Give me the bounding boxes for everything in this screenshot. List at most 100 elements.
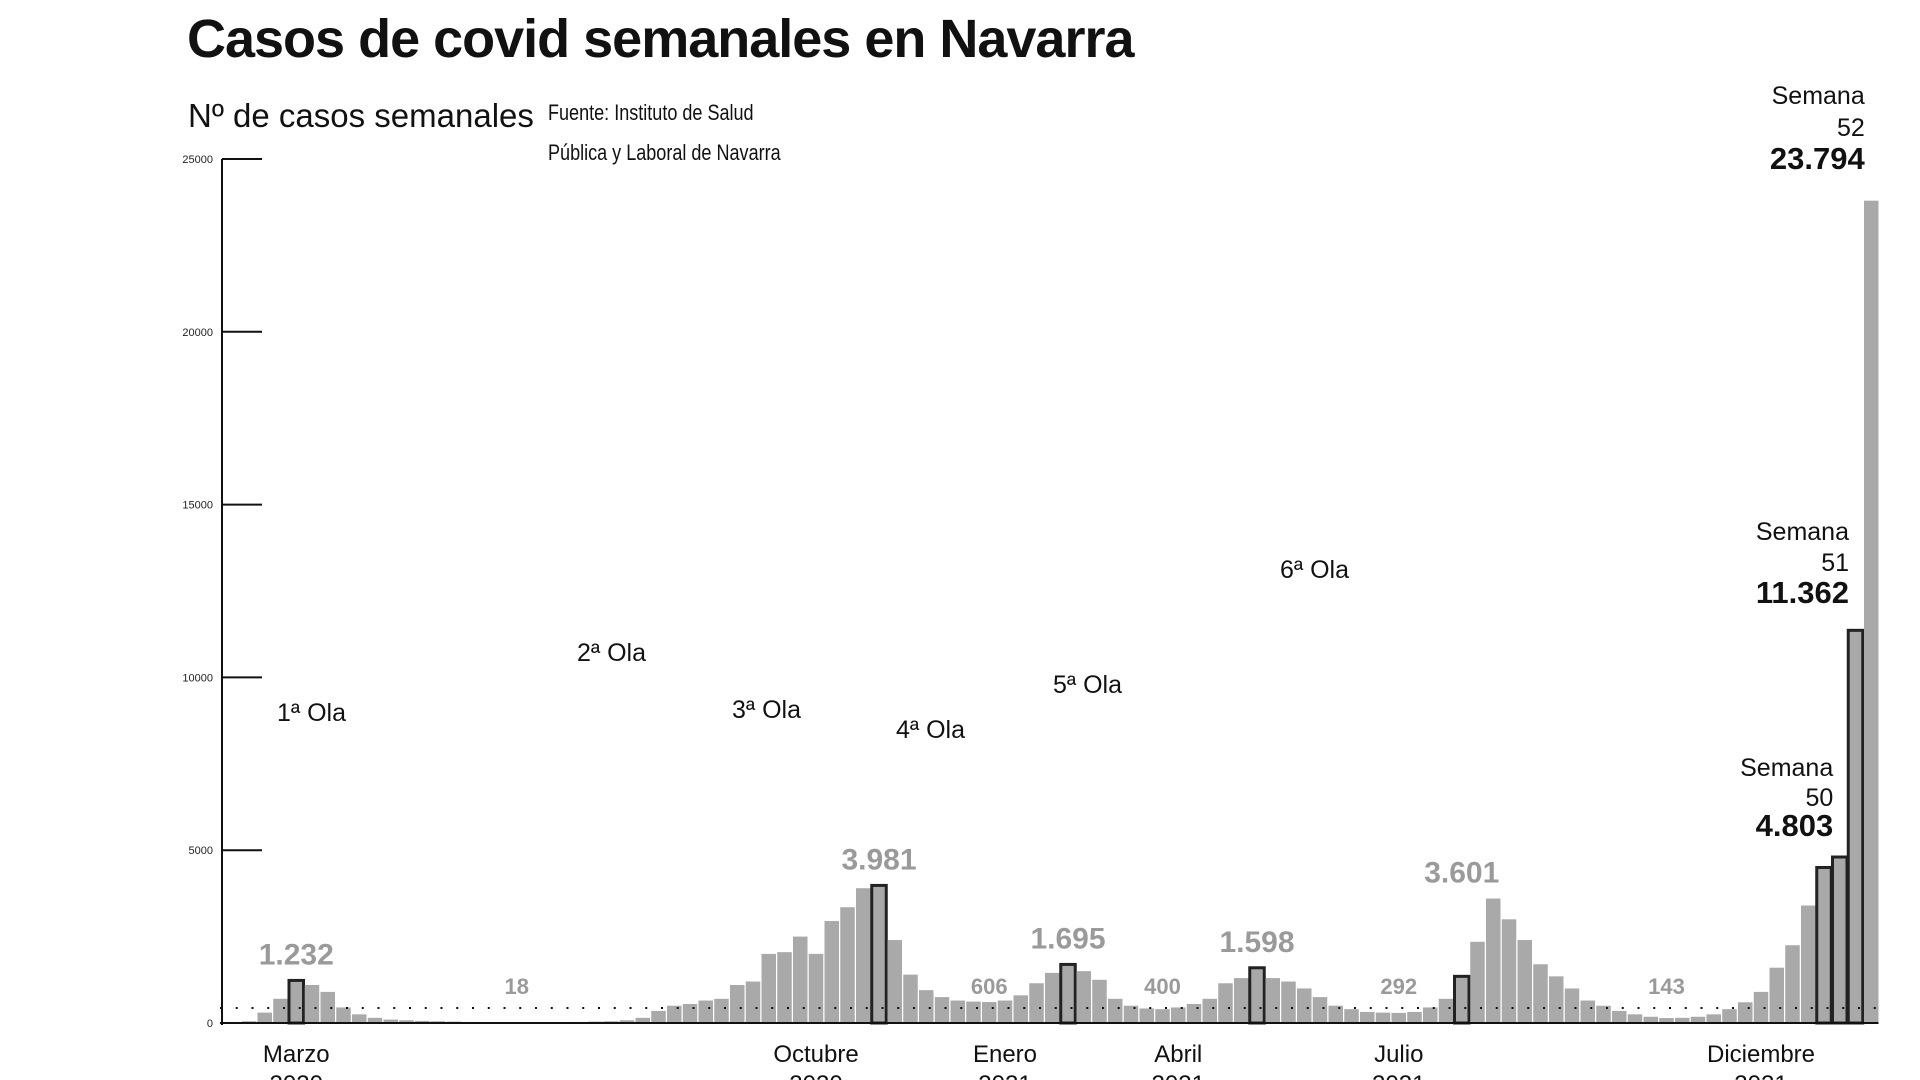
bar — [1864, 200, 1879, 1023]
x-tick-label: Octubre — [773, 1041, 858, 1068]
bar — [919, 990, 934, 1023]
bar — [1801, 905, 1816, 1023]
y-axis-title: Nº de casos semanales — [188, 97, 534, 134]
bar — [352, 1014, 367, 1023]
bar — [714, 998, 729, 1023]
week-number: 52 — [1837, 114, 1865, 142]
highlighted-bar — [1248, 966, 1266, 1025]
x-tick-label-year: 2021 — [978, 1071, 1031, 1080]
y-tick-label: 10000 — [182, 672, 213, 684]
bar — [1218, 983, 1233, 1023]
source-line-1: Fuente: Instituto de Salud — [548, 100, 754, 125]
bar — [982, 1002, 997, 1023]
bar — [1344, 1009, 1359, 1023]
highlighted-bar — [1846, 628, 1865, 1025]
wave-annotation: 6ª Ola — [1280, 556, 1349, 584]
highlighted-bar — [287, 978, 305, 1025]
bar — [257, 1012, 272, 1023]
x-tick-label: Julio — [1374, 1041, 1423, 1068]
bar — [808, 953, 824, 1023]
bar — [1265, 978, 1280, 1023]
week-value: 4.803 — [1756, 808, 1834, 843]
bar — [1423, 1007, 1438, 1023]
bar — [1612, 1010, 1627, 1023]
bar — [1659, 1018, 1674, 1023]
bar — [793, 936, 808, 1023]
wave-annotation: 3ª Ola — [732, 696, 801, 724]
bar — [777, 952, 792, 1023]
bar — [651, 1010, 666, 1023]
bar — [1564, 988, 1580, 1023]
bar — [856, 888, 871, 1023]
wave-annotation: 4ª Ola — [896, 716, 965, 744]
bar — [1690, 1016, 1706, 1023]
bar — [1092, 979, 1107, 1023]
week-label: Semana — [1756, 518, 1849, 546]
bar — [950, 1000, 965, 1023]
bar — [1549, 976, 1564, 1023]
peak-value-label: 3.981 — [841, 843, 916, 876]
bar — [1186, 1003, 1202, 1023]
week-value: 23.794 — [1770, 141, 1866, 176]
x-tick-label-year: 2021 — [1734, 1071, 1787, 1080]
week-number: 50 — [1805, 784, 1833, 812]
bar — [1297, 988, 1312, 1023]
x-tick-label-year: 2020 — [270, 1071, 323, 1080]
trough-value-label: 606 — [971, 974, 1008, 999]
bar — [1013, 995, 1028, 1023]
bar — [1139, 1008, 1154, 1023]
bar — [1202, 998, 1217, 1023]
bar — [1627, 1014, 1643, 1023]
x-tick-label-year: 2021 — [1152, 1071, 1205, 1080]
bar — [934, 997, 950, 1023]
week-number: 51 — [1821, 549, 1849, 577]
bar — [1029, 983, 1044, 1023]
week-label: Semana — [1740, 754, 1833, 782]
bar — [903, 974, 918, 1023]
bar — [399, 1020, 414, 1023]
y-tick-label: 5000 — [189, 845, 213, 857]
bar — [1675, 1017, 1690, 1023]
wave-annotation: 5ª Ola — [1053, 671, 1122, 699]
wave-annotation: 1ª Ola — [277, 699, 346, 727]
bar — [336, 1007, 351, 1023]
bar — [1580, 1000, 1595, 1023]
trough-value-label: 18 — [505, 974, 529, 999]
bar — [745, 981, 761, 1023]
bar — [273, 998, 288, 1023]
bar — [966, 1001, 981, 1023]
trough-value-label: 143 — [1648, 974, 1685, 999]
peak-value-label: 1.598 — [1219, 926, 1294, 959]
bar — [415, 1020, 430, 1023]
highlighted-bar — [1815, 865, 1833, 1025]
bar — [1360, 1011, 1375, 1023]
x-tick-label-year: 2021 — [1372, 1071, 1425, 1080]
bar — [1155, 1009, 1170, 1023]
x-tick-label: Abril — [1154, 1041, 1202, 1068]
source-line-2: Pública y Laboral de Navarra — [548, 140, 781, 165]
bar — [1722, 1009, 1737, 1023]
y-tick-label: 15000 — [182, 500, 213, 512]
bar — [619, 1020, 635, 1023]
bar — [698, 1000, 713, 1023]
bar — [1438, 998, 1454, 1023]
highlighted-bar — [1831, 855, 1849, 1025]
y-tick-label: 0 — [207, 1018, 213, 1030]
x-tick-label-year: 2020 — [789, 1071, 842, 1080]
week-label: Semana — [1772, 82, 1865, 110]
y-tick-label: 25000 — [182, 154, 213, 166]
bar — [761, 953, 776, 1023]
bar — [320, 991, 335, 1023]
bar — [1643, 1016, 1658, 1023]
y-tick-label: 20000 — [182, 327, 213, 339]
bar — [840, 907, 855, 1023]
bar — [682, 1003, 698, 1023]
bar — [1470, 941, 1485, 1023]
bar — [1312, 997, 1328, 1023]
bar — [367, 1017, 383, 1023]
bar — [1486, 898, 1501, 1023]
bar — [667, 1005, 682, 1023]
x-tick-label: Marzo — [263, 1041, 330, 1068]
bar — [635, 1017, 650, 1023]
trough-value-label: 400 — [1144, 974, 1181, 999]
